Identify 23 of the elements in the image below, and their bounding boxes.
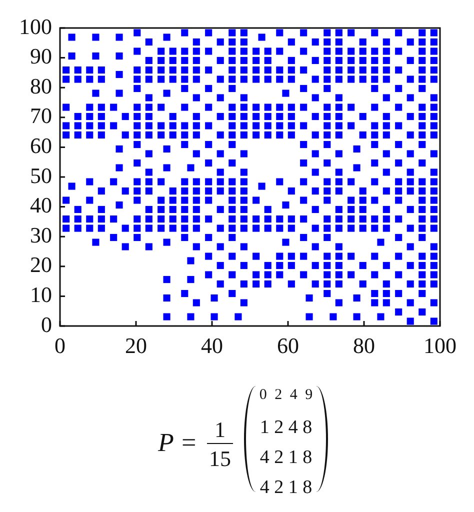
y-tick-label: 80	[30, 73, 52, 98]
y-tick-label: 50	[30, 162, 52, 188]
y-tick-label: 30	[30, 222, 52, 248]
y-tick-label: 70	[30, 103, 52, 128]
y-tick-label: 20	[30, 252, 52, 278]
text: 0 2 4 9	[258, 387, 314, 403]
x-tick-label: 20	[125, 332, 147, 358]
text: 4 2 1 8	[258, 447, 314, 468]
y-tick-label: 40	[30, 192, 52, 218]
x-tick-label: 80	[353, 332, 375, 358]
text: P =	[158, 428, 198, 457]
text: 15	[208, 446, 232, 471]
y-tick-label: 100	[19, 14, 52, 39]
x-tick-label: 40	[201, 332, 223, 358]
y-tick-label: 0	[41, 312, 52, 337]
text: 1	[214, 417, 226, 442]
x-tick-label: 60	[277, 332, 299, 358]
y-tick-label: 60	[30, 132, 52, 158]
y-tick-label: 90	[30, 44, 52, 69]
y-tick-label: 10	[30, 282, 52, 307]
text: 1 2 4 8	[258, 417, 314, 438]
text: 4 2 1 8	[258, 477, 314, 498]
x-tick-label: 100	[424, 332, 456, 358]
